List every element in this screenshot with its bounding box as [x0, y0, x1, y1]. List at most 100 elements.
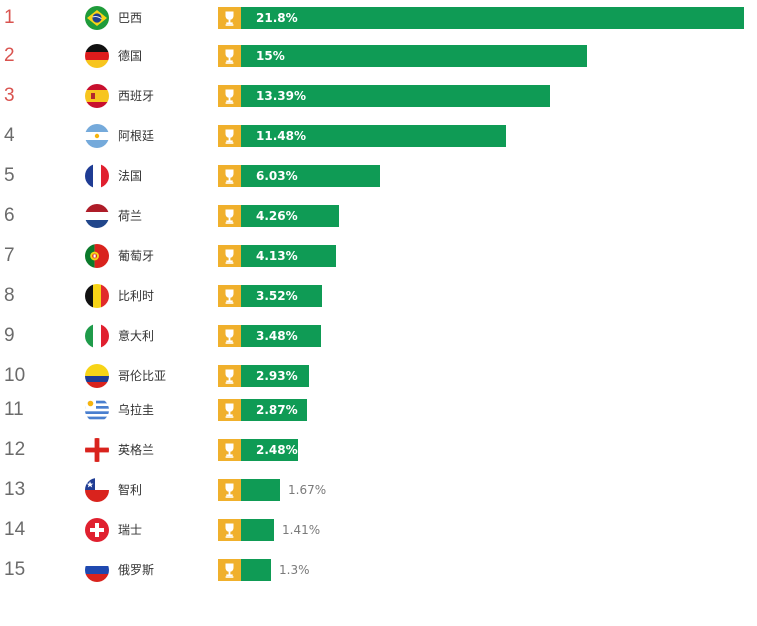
country-label: 智利 [118, 483, 143, 497]
rank-label: 3 [4, 85, 15, 106]
chile-flag-icon [85, 478, 109, 502]
bar-4 [241, 165, 380, 187]
rank-label: 10 [4, 365, 26, 386]
germany-flag-icon [85, 44, 109, 68]
trophy-icon [218, 399, 241, 421]
bar-12 [241, 479, 280, 501]
chart-row: 3 西班牙 13.39% [0, 84, 757, 125]
rank-label: 6 [4, 205, 15, 226]
value-label: 3.48% [256, 329, 298, 343]
country-label: 英格兰 [118, 443, 155, 457]
bar-10 [241, 399, 307, 421]
italy-flag-icon [85, 324, 109, 348]
belgium-flag-icon [85, 284, 109, 308]
bar-11 [241, 439, 298, 461]
spain-flag-icon [85, 84, 109, 108]
country-label: 意大利 [118, 329, 155, 343]
brazil-flag-icon [85, 6, 109, 30]
chart-row: 9 意大利 3.48% [0, 324, 757, 365]
rank-label: 1 [4, 7, 15, 28]
chart-row: 2 德国 15% [0, 44, 757, 85]
value-label: 3.52% [256, 289, 298, 303]
russia-flag-icon [85, 558, 109, 582]
bar-5 [241, 205, 339, 227]
rank-label: 2 [4, 45, 15, 66]
argentina-flag-icon [85, 124, 109, 148]
country-label: 阿根廷 [118, 129, 155, 143]
france-flag-icon [85, 164, 109, 188]
bar-0 [241, 7, 744, 29]
chart-row: 6 荷兰 4.26% [0, 204, 757, 245]
country-label: 德国 [118, 49, 143, 63]
bar-8 [241, 325, 321, 347]
chart-row: 1 巴西 21.8% [0, 6, 757, 47]
rank-label: 14 [4, 519, 26, 540]
trophy-icon [218, 365, 241, 387]
trophy-icon [218, 205, 241, 227]
trophy-icon [218, 245, 241, 267]
value-label: 21.8% [256, 11, 298, 25]
trophy-icon [218, 479, 241, 501]
trophy-icon [218, 165, 241, 187]
chart-row: 15 俄罗斯 1.3% [0, 558, 757, 599]
country-label: 比利时 [118, 289, 155, 303]
value-label: 11.48% [256, 129, 306, 143]
rank-label: 11 [4, 399, 24, 420]
value-label: 13.39% [256, 89, 306, 103]
country-label: 葡萄牙 [118, 249, 155, 263]
country-label: 巴西 [118, 11, 143, 25]
trophy-icon [218, 439, 241, 461]
uruguay-flag-icon [85, 398, 109, 422]
bar-13 [241, 519, 274, 541]
value-label: 15% [256, 49, 285, 63]
trophy-icon [218, 559, 241, 581]
value-label: 4.26% [256, 209, 298, 223]
chart-row: 12 英格兰 2.48% [0, 438, 757, 479]
rank-label: 5 [4, 165, 15, 186]
rank-label: 13 [4, 479, 26, 500]
bar-6 [241, 245, 336, 267]
country-label: 法国 [118, 169, 143, 183]
trophy-icon [218, 325, 241, 347]
trophy-icon [218, 519, 241, 541]
rank-label: 4 [4, 125, 15, 146]
country-label: 西班牙 [118, 89, 155, 103]
value-label: 1.67% [288, 483, 327, 497]
country-label: 哥伦比亚 [118, 369, 167, 383]
bar-1 [241, 45, 587, 67]
rank-label: 7 [4, 245, 15, 266]
rank-label: 12 [4, 439, 26, 460]
bar-9 [241, 365, 309, 387]
value-label: 2.87% [256, 403, 298, 417]
trophy-icon [218, 85, 241, 107]
england-flag-icon [85, 438, 109, 462]
chart-row: 5 法国 6.03% [0, 164, 757, 205]
bar-3 [241, 125, 506, 147]
country-label: 荷兰 [118, 209, 143, 223]
country-label: 瑞士 [118, 523, 143, 537]
netherlands-flag-icon [85, 204, 109, 228]
chart-row: 10 哥伦比亚 2.93% [0, 364, 757, 405]
value-label: 1.3% [279, 563, 310, 577]
rank-label: 15 [4, 559, 26, 580]
chart-row: 13 智利 1.67% [0, 478, 757, 519]
chart-row: 11 乌拉圭 2.87% [0, 398, 757, 439]
portugal-flag-icon [85, 244, 109, 268]
value-label: 4.13% [256, 249, 298, 263]
chart-row: 14 瑞士 1.41% [0, 518, 757, 559]
bar-2 [241, 85, 550, 107]
value-label: 2.93% [256, 369, 298, 383]
trophy-icon [218, 125, 241, 147]
chart-row: 7 葡萄牙 4.13% [0, 244, 757, 285]
country-label: 俄罗斯 [118, 563, 155, 577]
bar-7 [241, 285, 322, 307]
value-label: 6.03% [256, 169, 298, 183]
value-label: 2.48% [256, 443, 298, 457]
country-label: 乌拉圭 [118, 403, 155, 417]
rank-label: 8 [4, 285, 15, 306]
trophy-icon [218, 7, 241, 29]
colombia-flag-icon [85, 364, 109, 388]
trophy-icon [218, 285, 241, 307]
trophy-icon [218, 45, 241, 67]
